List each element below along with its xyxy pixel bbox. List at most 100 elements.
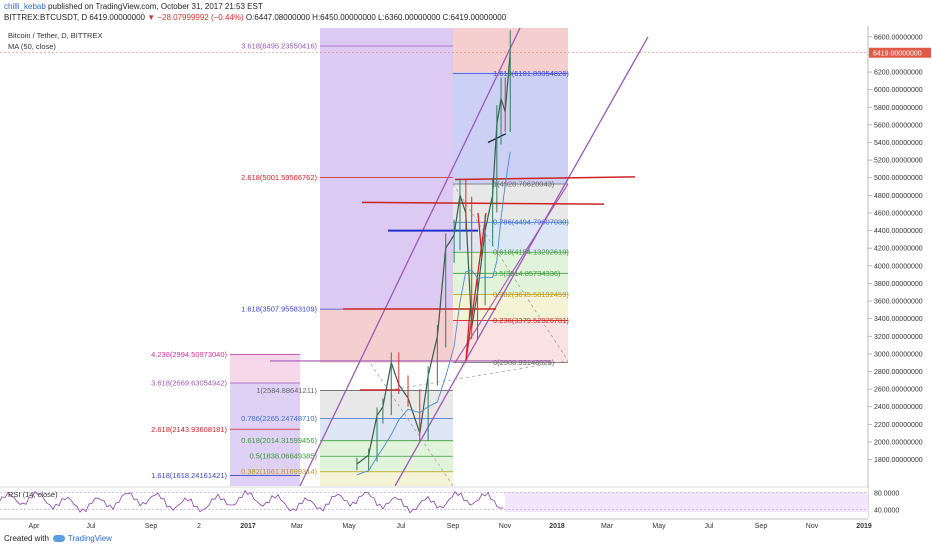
move-arrow-line (477, 212, 483, 258)
fib-diagonal (394, 360, 569, 390)
price-chart[interactable]: 1800.00000000 2000.00000000 2200.00000000 2… (0, 26, 932, 532)
channel-mid-line (394, 36, 649, 487)
fib-zone-lilac (230, 382, 300, 486)
channel-lower-line (454, 183, 569, 363)
publish-line: chilli_kebab published on TradingView.co… (4, 2, 263, 11)
fib-diagonal (369, 362, 454, 487)
x-axis-tick-label: Apr (29, 523, 41, 530)
fib-level-label: 0(2900.93148028) (493, 358, 555, 367)
x-axis-tick-label: Mar (291, 523, 304, 530)
x-axis-tick-label: Jul (705, 523, 714, 530)
fib-level-label: 1(4928.70628043) (493, 180, 555, 189)
x-axis-tick-label: 2017 (240, 523, 256, 530)
resistance-line (361, 201, 605, 205)
x-axis-tick-label: May (652, 523, 666, 530)
price-series-line (356, 52, 511, 465)
fib-diagonal (452, 183, 569, 362)
last-price-badge (869, 47, 931, 58)
y-axis-tick-label: 2200.00000000 (874, 422, 923, 429)
fib-zone-yellow-low (320, 471, 453, 486)
y-axis-tick-label: 2000.00000000 (874, 439, 923, 446)
x-axis-tick-label: Sep (755, 523, 768, 530)
fib-level-label: 1(2584.88641211) (256, 386, 317, 395)
y-axis-tick-label: 5200.00000000 (874, 158, 923, 165)
fib-level-label: 3.618(2669.63054942) (151, 378, 227, 387)
move-arrow-line (465, 309, 471, 361)
price-change: ▼ −28.07999992 (−0.44%) (147, 13, 244, 22)
rsi-axis-label: 80.0000 (874, 490, 899, 497)
fib-level-label: 2.618(5001.59566762) (241, 173, 317, 182)
x-axis-tick-label: 2019 (856, 523, 872, 530)
y-axis-tick-label: 6600.00000000 (874, 34, 923, 41)
author-link[interactable]: chilli_kebab (4, 2, 46, 11)
fib-zone-purple (320, 28, 453, 310)
x-axis-tick-label: Nov (499, 523, 512, 530)
y-axis-tick-label: 4200.00000000 (874, 246, 923, 253)
last-price: 6419.00000000 (89, 13, 145, 22)
y-axis-tick-label: 2400.00000000 (874, 404, 923, 411)
y-axis-tick-label: 3600.00000000 (874, 299, 923, 306)
tradingview-brand[interactable]: TradingView (67, 534, 112, 543)
fib-zone-magenta (230, 353, 300, 383)
y-axis-tick-label: 2600.00000000 (874, 387, 923, 394)
fib-level-label: 0.618(4154.13292619) (493, 248, 569, 257)
fib-level-label: 0.382(1661.81699314) (241, 467, 317, 476)
rsi-band (505, 492, 868, 512)
footer: Created with TradingView (4, 534, 112, 543)
x-axis-tick-label: Jul (397, 523, 406, 530)
y-axis-tick-label: 4000.00000000 (874, 263, 923, 270)
move-arrow-line (465, 212, 487, 362)
y-axis-tick-label: 3800.00000000 (874, 281, 923, 288)
fib-level-label: 1.618(3507.95583109) (241, 305, 317, 314)
fib-level-label: 0.382(3675.58192459) (493, 290, 569, 299)
ma-line (356, 151, 511, 476)
y-axis-tick-label: 6000.00000000 (874, 87, 923, 94)
y-axis-tick-label: 4600.00000000 (874, 210, 923, 217)
y-axis-tick-label: 3000.00000000 (874, 351, 923, 358)
symbol-label: BITTREX:BTCUSDT, D (4, 13, 88, 22)
fib-level-label: 0.618(2014.31599456) (241, 436, 317, 445)
fib-level-label: 1.618(6181.89054828) (493, 69, 569, 78)
y-axis-tick-label: 5800.00000000 (874, 105, 923, 112)
x-axis-tick-label: 2 (197, 523, 201, 530)
y-axis-tick-label: 6200.00000000 (874, 70, 923, 77)
fib-level-label: 0.236(3379.52926781) (493, 316, 569, 325)
chart-legend-title: Bitcoin / Tether, D, BITTREX (8, 31, 102, 40)
fib-level-label: 0.5(1838.06649385) (249, 452, 317, 461)
rsi-axis-label: 40.0000 (874, 507, 899, 514)
tradingview-logo-icon (52, 535, 65, 543)
y-axis-tick-label: 4400.00000000 (874, 228, 923, 235)
fib-level-label: 0.786(2265.24748710) (241, 414, 317, 423)
y-axis-tick-label: 5000.00000000 (874, 175, 923, 182)
symbol-line: BITTREX:BTCUSDT, D 6419.00000000 ▼ −28.0… (4, 13, 506, 22)
fib-level-label: 0.786(4494.79607030) (493, 218, 569, 227)
x-axis-tick-label: Mar (601, 523, 614, 530)
x-axis-tick-label: 2018 (549, 523, 565, 530)
y-axis-tick-label: 3200.00000000 (874, 334, 923, 341)
x-axis-tick-label: Sep (145, 523, 158, 530)
fib-level-label: 1.618(1618.24161421) (151, 471, 227, 480)
x-axis-tick-label: Sep (447, 523, 460, 530)
fib-level-label: 2.618(2143.93608181) (151, 425, 227, 434)
ohlc-values: O:6447.08000000 H:6450.00000000 L:6360.0… (245, 13, 507, 22)
fib-zone-grey-low (320, 390, 453, 419)
y-axis-tick-label: 5600.00000000 (874, 122, 923, 129)
resistance-line (454, 176, 636, 181)
fib-level-label: 0.5(3914.85734336) (493, 269, 561, 278)
published-text: published on TradingView.com, October 31… (48, 2, 263, 11)
rsi-legend-label: RSI (14, close) (8, 490, 58, 499)
chart-legend-ma: MA (50, close) (8, 42, 56, 51)
y-axis-tick-label: 3400.00000000 (874, 316, 923, 323)
channel-upper-line (299, 27, 521, 487)
y-axis-tick-label: 4800.00000000 (874, 193, 923, 200)
last-price-badge-label: 6419.00000000 (873, 51, 922, 58)
created-with-label: Created with (4, 534, 49, 543)
y-axis-tick-label: 2800.00000000 (874, 369, 923, 376)
chart-header: chilli_kebab published on TradingView.co… (0, 0, 932, 26)
x-axis-tick-label: Nov (806, 523, 819, 530)
x-axis-tick-label: Jul (87, 523, 96, 530)
fib-zone-red-low (320, 309, 453, 363)
y-axis-tick-label: 5400.00000000 (874, 140, 923, 147)
fib-zone-blue-low (320, 418, 453, 441)
rsi-line (0, 489, 504, 514)
